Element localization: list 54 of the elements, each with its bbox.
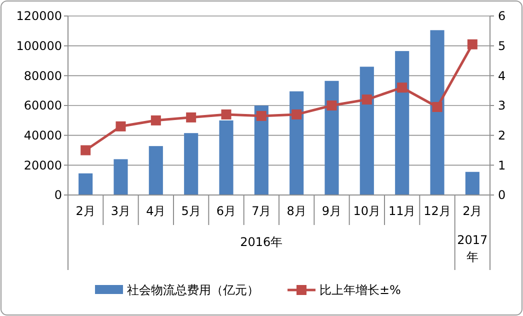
y-tick-label: 80000 xyxy=(24,68,62,83)
x-tick-label: 4月 xyxy=(146,204,166,218)
x-tick-label: 11月 xyxy=(388,204,416,218)
bar xyxy=(254,106,268,195)
point xyxy=(80,145,91,156)
legend-label: 社会物流总费用（亿元） xyxy=(127,283,259,298)
legend-label: 比上年增长±% xyxy=(320,283,401,298)
bar xyxy=(114,159,128,195)
y-tick-label: 20000 xyxy=(24,158,62,172)
bar xyxy=(395,51,410,195)
point xyxy=(150,115,161,126)
bar xyxy=(184,133,198,195)
x-tick-label: 5月 xyxy=(181,204,201,218)
y2-tick-label: 2 xyxy=(498,128,506,143)
text: 2016年 xyxy=(240,235,283,249)
point xyxy=(432,102,442,112)
y-tick-label: 120000 xyxy=(16,9,62,24)
text: 2017年 xyxy=(457,233,488,264)
point xyxy=(397,82,408,93)
y2-tick-label: 1 xyxy=(498,158,506,172)
y-tick-label: 0 xyxy=(54,188,62,202)
y2-tick-label: 6 xyxy=(498,9,506,24)
x-tick-label: 10月 xyxy=(353,204,381,218)
point xyxy=(326,100,337,110)
point xyxy=(186,112,196,122)
point xyxy=(362,94,372,105)
x-tick-label: 6月 xyxy=(216,204,236,218)
point xyxy=(221,109,232,120)
bar xyxy=(430,30,444,195)
x-tick-label: 2月 xyxy=(462,204,482,218)
y2-tick-label: 5 xyxy=(498,39,506,54)
bar xyxy=(324,80,339,195)
y2-tick-label: 0 xyxy=(498,188,506,202)
x-tick-label: 7月 xyxy=(252,204,272,218)
x-tick-label: 9月 xyxy=(322,204,342,218)
bar xyxy=(360,66,374,195)
y2-tick-label: 4 xyxy=(498,68,506,83)
point xyxy=(256,110,266,121)
x-tick-label: 3月 xyxy=(110,204,131,218)
bar xyxy=(78,173,93,195)
point xyxy=(116,121,126,132)
bar xyxy=(290,91,304,195)
y-tick-label: 60000 xyxy=(24,98,62,113)
y-tick-label: 100000 xyxy=(16,39,62,54)
y-tick-label: 40000 xyxy=(24,128,62,143)
bar xyxy=(465,172,480,195)
bar xyxy=(219,120,234,195)
point xyxy=(467,39,478,50)
x-tick-label: 8月 xyxy=(286,204,306,218)
point xyxy=(292,109,302,120)
bar xyxy=(148,146,163,195)
x-tick-label: 2月 xyxy=(76,204,96,218)
x-tick-label: 12月 xyxy=(424,204,451,218)
y2-tick-label: 3 xyxy=(498,98,506,113)
